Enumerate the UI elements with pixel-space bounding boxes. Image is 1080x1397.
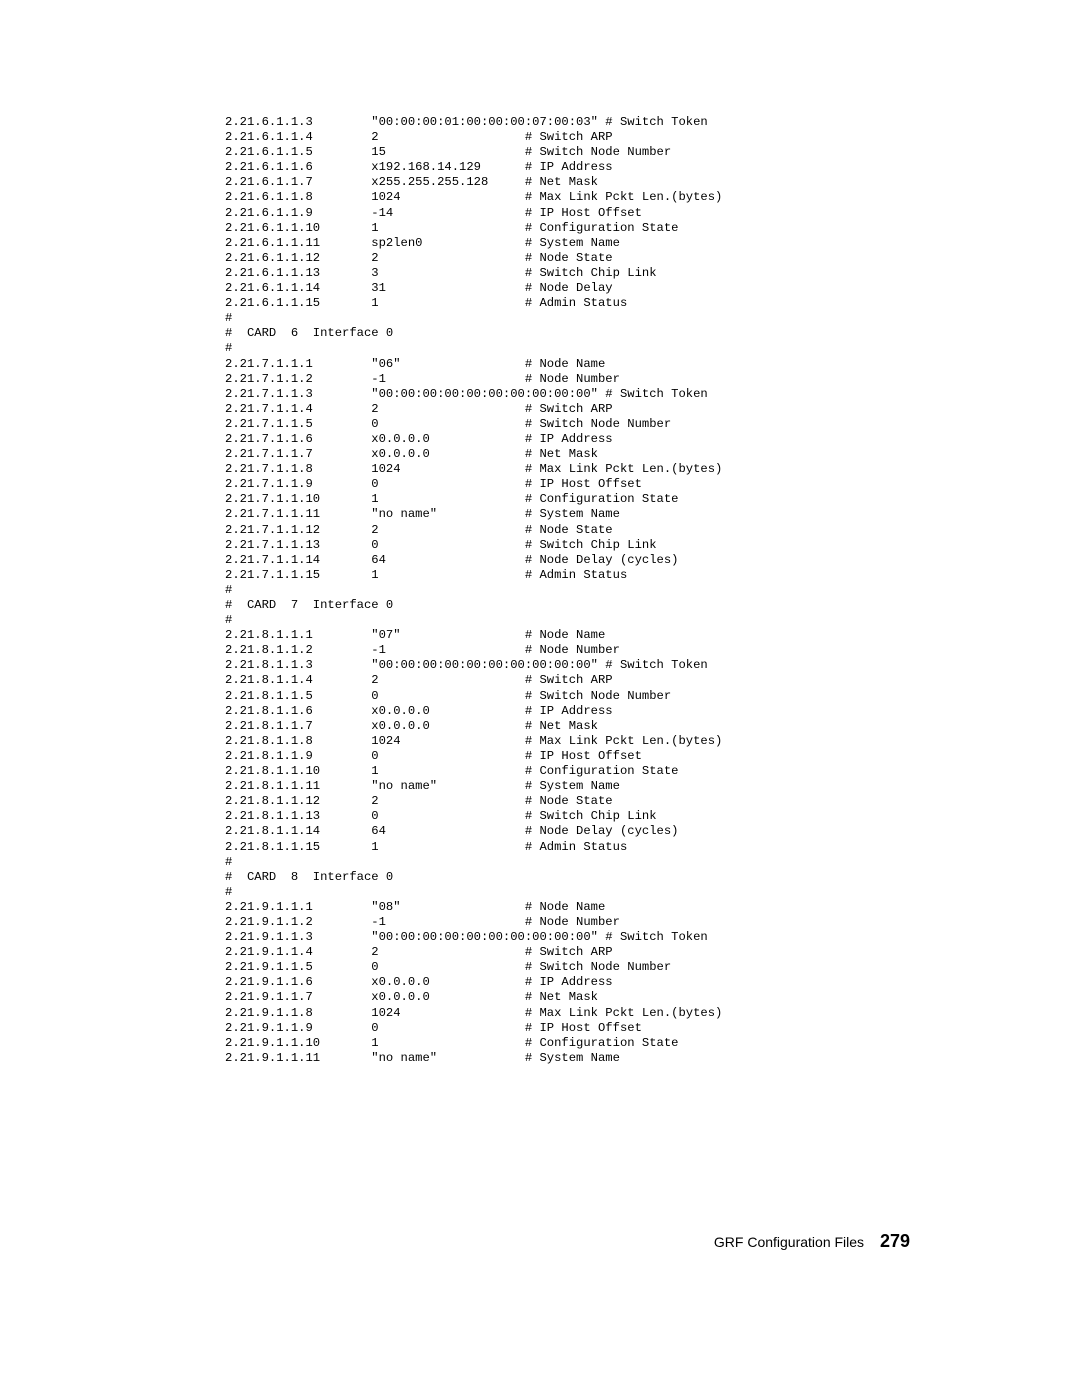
config-line: 2.21.7.1.1.15 1 # Admin Status <box>225 568 722 583</box>
config-line: 2.21.6.1.1.12 2 # Node State <box>225 251 722 266</box>
config-line: 2.21.6.1.1.14 31 # Node Delay <box>225 281 722 296</box>
config-line: 2.21.6.1.1.13 3 # Switch Chip Link <box>225 266 722 281</box>
config-line: 2.21.8.1.1.4 2 # Switch ARP <box>225 673 722 688</box>
config-line: # CARD 7 Interface 0 <box>225 598 722 613</box>
config-line: # <box>225 341 722 356</box>
config-line: 2.21.6.1.1.15 1 # Admin Status <box>225 296 722 311</box>
config-line: 2.21.8.1.1.2 -1 # Node Number <box>225 643 722 658</box>
config-line: 2.21.7.1.1.1 "06" # Node Name <box>225 357 722 372</box>
config-line: 2.21.8.1.1.13 0 # Switch Chip Link <box>225 809 722 824</box>
config-line: 2.21.8.1.1.14 64 # Node Delay (cycles) <box>225 824 722 839</box>
config-line: 2.21.7.1.1.5 0 # Switch Node Number <box>225 417 722 432</box>
config-line: # <box>225 885 722 900</box>
config-line: 2.21.9.1.1.11 "no name" # System Name <box>225 1051 722 1066</box>
config-line: 2.21.7.1.1.3 "00:00:00:00:00:00:00:00:00… <box>225 387 722 402</box>
config-line: # <box>225 855 722 870</box>
config-line: 2.21.9.1.1.5 0 # Switch Node Number <box>225 960 722 975</box>
config-line: 2.21.7.1.1.9 0 # IP Host Offset <box>225 477 722 492</box>
config-line: 2.21.7.1.1.11 "no name" # System Name <box>225 507 722 522</box>
config-line: 2.21.6.1.1.7 x255.255.255.128 # Net Mask <box>225 175 722 190</box>
config-line: 2.21.9.1.1.3 "00:00:00:00:00:00:00:00:00… <box>225 930 722 945</box>
config-line: 2.21.9.1.1.4 2 # Switch ARP <box>225 945 722 960</box>
config-line: 2.21.9.1.1.9 0 # IP Host Offset <box>225 1021 722 1036</box>
config-line: 2.21.7.1.1.7 x0.0.0.0 # Net Mask <box>225 447 722 462</box>
config-line: 2.21.8.1.1.8 1024 # Max Link Pckt Len.(b… <box>225 734 722 749</box>
footer-label: GRF Configuration Files <box>714 1234 864 1250</box>
config-line: 2.21.9.1.1.7 x0.0.0.0 # Net Mask <box>225 990 722 1005</box>
config-line: 2.21.8.1.1.11 "no name" # System Name <box>225 779 722 794</box>
page-footer: GRF Configuration Files 279 <box>714 1231 910 1252</box>
config-line: 2.21.8.1.1.5 0 # Switch Node Number <box>225 689 722 704</box>
config-line: 2.21.7.1.1.2 -1 # Node Number <box>225 372 722 387</box>
config-line: 2.21.7.1.1.4 2 # Switch ARP <box>225 402 722 417</box>
config-line: 2.21.8.1.1.3 "00:00:00:00:00:00:00:00:00… <box>225 658 722 673</box>
config-line: # <box>225 311 722 326</box>
config-line: 2.21.9.1.1.1 "08" # Node Name <box>225 900 722 915</box>
config-line: 2.21.6.1.1.3 "00:00:00:01:00:00:00:07:00… <box>225 115 722 130</box>
page: 2.21.6.1.1.3 "00:00:00:01:00:00:00:07:00… <box>0 0 1080 1397</box>
config-listing: 2.21.6.1.1.3 "00:00:00:01:00:00:00:07:00… <box>225 115 722 1066</box>
footer-page-number: 279 <box>880 1231 910 1251</box>
config-line: # CARD 8 Interface 0 <box>225 870 722 885</box>
config-line: 2.21.6.1.1.11 sp2len0 # System Name <box>225 236 722 251</box>
config-line: 2.21.7.1.1.8 1024 # Max Link Pckt Len.(b… <box>225 462 722 477</box>
config-line: # <box>225 583 722 598</box>
config-line: 2.21.6.1.1.10 1 # Configuration State <box>225 221 722 236</box>
config-line: 2.21.8.1.1.7 x0.0.0.0 # Net Mask <box>225 719 722 734</box>
config-line: 2.21.9.1.1.6 x0.0.0.0 # IP Address <box>225 975 722 990</box>
config-line: 2.21.6.1.1.8 1024 # Max Link Pckt Len.(b… <box>225 190 722 205</box>
config-line: 2.21.8.1.1.15 1 # Admin Status <box>225 840 722 855</box>
config-line: 2.21.8.1.1.1 "07" # Node Name <box>225 628 722 643</box>
config-line: 2.21.8.1.1.6 x0.0.0.0 # IP Address <box>225 704 722 719</box>
config-line: 2.21.9.1.1.10 1 # Configuration State <box>225 1036 722 1051</box>
config-line: 2.21.8.1.1.10 1 # Configuration State <box>225 764 722 779</box>
config-line: 2.21.6.1.1.5 15 # Switch Node Number <box>225 145 722 160</box>
config-line: 2.21.7.1.1.6 x0.0.0.0 # IP Address <box>225 432 722 447</box>
config-line: 2.21.6.1.1.4 2 # Switch ARP <box>225 130 722 145</box>
config-line: 2.21.9.1.1.8 1024 # Max Link Pckt Len.(b… <box>225 1006 722 1021</box>
config-line: 2.21.6.1.1.6 x192.168.14.129 # IP Addres… <box>225 160 722 175</box>
config-line: 2.21.8.1.1.12 2 # Node State <box>225 794 722 809</box>
config-line: 2.21.7.1.1.14 64 # Node Delay (cycles) <box>225 553 722 568</box>
config-line: 2.21.8.1.1.9 0 # IP Host Offset <box>225 749 722 764</box>
config-line: # <box>225 613 722 628</box>
config-line: 2.21.7.1.1.10 1 # Configuration State <box>225 492 722 507</box>
config-line: 2.21.7.1.1.12 2 # Node State <box>225 523 722 538</box>
config-line: 2.21.6.1.1.9 -14 # IP Host Offset <box>225 206 722 221</box>
config-line: # CARD 6 Interface 0 <box>225 326 722 341</box>
config-line: 2.21.9.1.1.2 -1 # Node Number <box>225 915 722 930</box>
config-line: 2.21.7.1.1.13 0 # Switch Chip Link <box>225 538 722 553</box>
